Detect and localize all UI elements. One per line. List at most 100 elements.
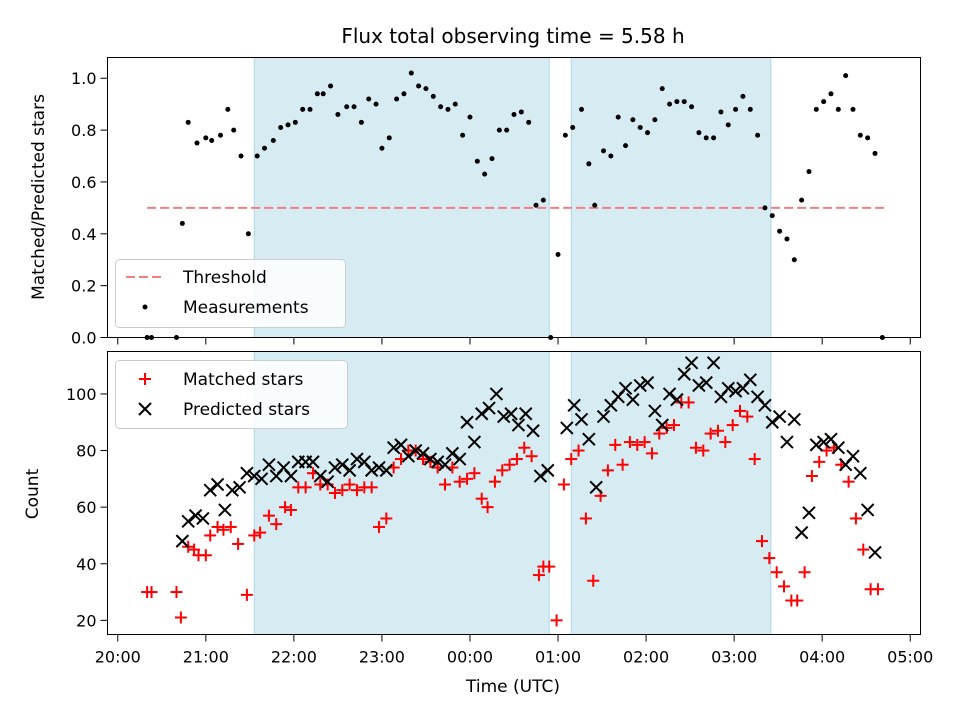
matched-point xyxy=(284,503,297,516)
predicted-point xyxy=(787,412,802,427)
x-tick-label: 02:00 xyxy=(623,648,669,667)
matched-point xyxy=(778,580,791,593)
measurement-point xyxy=(526,119,532,125)
measurement-point xyxy=(791,257,797,263)
predicted-point xyxy=(210,477,225,492)
predicted-point xyxy=(225,483,239,497)
measurement-point xyxy=(238,153,244,159)
matched-point xyxy=(543,560,556,573)
y-tick-label: 0.4 xyxy=(71,225,96,244)
matched-point xyxy=(365,481,378,494)
measurement-point xyxy=(408,70,414,76)
predicted-point xyxy=(240,466,254,480)
predicted-point xyxy=(342,463,357,478)
predicted-point xyxy=(423,452,438,466)
matched-point xyxy=(741,410,754,423)
measurement-point xyxy=(608,153,614,159)
matched-point xyxy=(232,537,245,550)
measurement-point xyxy=(740,93,746,99)
matched-point xyxy=(667,419,680,432)
matched-point xyxy=(525,450,538,463)
matched-point xyxy=(488,475,501,488)
matched-point xyxy=(579,512,592,525)
predicted-point xyxy=(386,441,401,455)
matched-point xyxy=(145,586,158,599)
matched-point xyxy=(763,552,776,565)
measurement-point xyxy=(784,236,790,242)
predicted-point xyxy=(780,435,794,449)
matched-point xyxy=(248,529,261,542)
measurement-point xyxy=(777,228,783,234)
measurement-point xyxy=(467,114,473,120)
matched-point xyxy=(697,444,710,457)
measurement-point xyxy=(769,213,775,219)
x-axis-label: Time (UTC) xyxy=(465,677,560,697)
measurement-point xyxy=(217,132,223,138)
measurement-point xyxy=(445,106,451,112)
measurement-point xyxy=(430,93,436,99)
matched-point xyxy=(211,520,224,533)
top-y-axis-label: Matched/Predicted stars xyxy=(29,94,49,300)
measurement-point xyxy=(806,169,812,175)
predicted-point xyxy=(648,404,662,418)
matched-point xyxy=(682,396,695,409)
predicted-point xyxy=(794,525,809,540)
matched-point xyxy=(417,453,430,466)
measurement-point xyxy=(203,135,209,141)
predicted-point xyxy=(846,449,860,463)
matched-point xyxy=(481,501,494,514)
predicted-point xyxy=(284,469,298,483)
measurement-point xyxy=(637,125,643,130)
predicted-point xyxy=(482,401,496,415)
top-x-ticks xyxy=(117,337,911,345)
predicted-point xyxy=(582,432,596,446)
matched-point xyxy=(224,520,237,533)
matched-point xyxy=(689,441,702,454)
predicted-point xyxy=(640,375,655,390)
top-panel: 0.0 0.2 0.4 0.6 0.8 1.0 Matched/Predicted sta… xyxy=(29,57,921,348)
measurements-legend-label: Measurements xyxy=(183,298,309,318)
measurement-point xyxy=(344,104,350,110)
measurement-point xyxy=(711,135,717,141)
measurement-point xyxy=(540,197,546,203)
predicted-point xyxy=(254,472,269,486)
measurement-point xyxy=(185,119,191,125)
measurement-point xyxy=(335,112,341,118)
predicted-point xyxy=(533,469,548,483)
predicted-point xyxy=(188,508,203,523)
measurement-point xyxy=(592,202,598,208)
measurement-point xyxy=(225,106,231,112)
measurement-point xyxy=(850,106,856,112)
predicted-point xyxy=(853,466,868,480)
predicted-point xyxy=(816,435,831,449)
count-points xyxy=(141,356,884,627)
measurement-point xyxy=(452,101,458,107)
matched-point xyxy=(170,586,183,599)
measurement-point xyxy=(314,91,320,97)
matched-point xyxy=(601,464,614,477)
matched-point xyxy=(461,472,474,485)
matched-point xyxy=(557,478,570,491)
y-tick-label: 0.2 xyxy=(71,277,96,296)
predicted-point xyxy=(618,381,633,395)
measurement-point xyxy=(358,119,364,125)
matched-point xyxy=(871,583,884,596)
threshold-legend-label: Threshold xyxy=(182,268,267,288)
measurement-point xyxy=(401,91,407,97)
bottom-y-ticks: 20 40 60 80 100 xyxy=(66,385,108,630)
measurement-point xyxy=(630,117,636,123)
matched-point xyxy=(719,436,732,449)
predicted-point xyxy=(721,381,735,395)
predicted-point xyxy=(489,387,504,401)
matched-point xyxy=(587,574,600,587)
measurement-point xyxy=(209,137,215,143)
matched-point xyxy=(270,518,283,531)
x-tick-label: 20:00 xyxy=(95,648,141,667)
matched-point xyxy=(217,523,230,536)
measurement-point xyxy=(733,106,739,112)
predicted-point xyxy=(218,503,232,517)
measurement-point xyxy=(496,127,502,133)
measurement-point xyxy=(843,73,849,79)
predicted-point xyxy=(589,480,603,495)
